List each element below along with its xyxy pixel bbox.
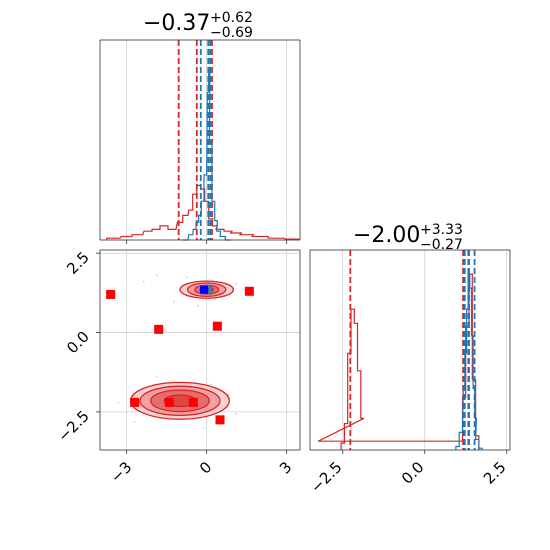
sample-marker (244, 286, 254, 296)
sample-point (235, 282, 237, 285)
x-tick-label: 3 (276, 458, 295, 477)
sample-point (186, 276, 188, 278)
histogram-panel-param2: −2.5 0.0 2.5 (307, 249, 511, 497)
histogram-red-step (106, 184, 300, 240)
axes-frame (99, 39, 301, 241)
axes-frame (309, 249, 511, 451)
histogram-red-step (317, 273, 480, 450)
sample-point (235, 413, 237, 415)
x-tick-label: 0.0 (398, 458, 428, 488)
sample-marker (154, 324, 164, 334)
hist1-title-lower: −0.69 (210, 25, 253, 41)
sample-point (117, 401, 119, 404)
sample-point (156, 274, 158, 276)
sample-point (155, 375, 158, 377)
sample-point (210, 383, 212, 385)
histogram-panel-param1 (99, 39, 301, 244)
sample-marker (164, 397, 174, 407)
y-tick-label: 0.0 (63, 328, 93, 358)
sample-marker (215, 415, 225, 425)
y-tick-label: 2.5 (63, 248, 93, 278)
hist2-title-value: −2.00 (353, 223, 420, 248)
histogram-blue-step (182, 66, 231, 241)
sample-point (133, 421, 136, 423)
hist2-title-upper: +3.33 (420, 222, 463, 238)
axes-frame (99, 249, 301, 451)
sample-marker (212, 321, 222, 331)
hist1-title-value: −0.37 (143, 11, 210, 36)
sample-marker (188, 397, 198, 407)
truth-marker (200, 285, 208, 294)
sample-marker (130, 397, 140, 407)
hist1-title-upper: +0.62 (210, 10, 253, 26)
x-tick-label: 0 (196, 458, 215, 477)
sample-point (143, 281, 145, 283)
x-tick-label: −2.5 (307, 458, 345, 496)
sample-point (213, 298, 216, 301)
sample-point (173, 300, 175, 303)
y-tick-label: −2.5 (54, 407, 92, 445)
x-tick-label: 2.5 (480, 458, 510, 488)
hist2-title-lower: −0.27 (420, 237, 463, 253)
scatter-panel: −3 0 3 2.5 0.0 −2.5 (54, 248, 301, 486)
sample-point (227, 393, 229, 396)
sample-marker (106, 289, 116, 299)
x-tick-label: −3 (107, 458, 135, 486)
sample-point (202, 427, 205, 429)
sample-point (229, 295, 231, 297)
sample-point (197, 305, 199, 307)
